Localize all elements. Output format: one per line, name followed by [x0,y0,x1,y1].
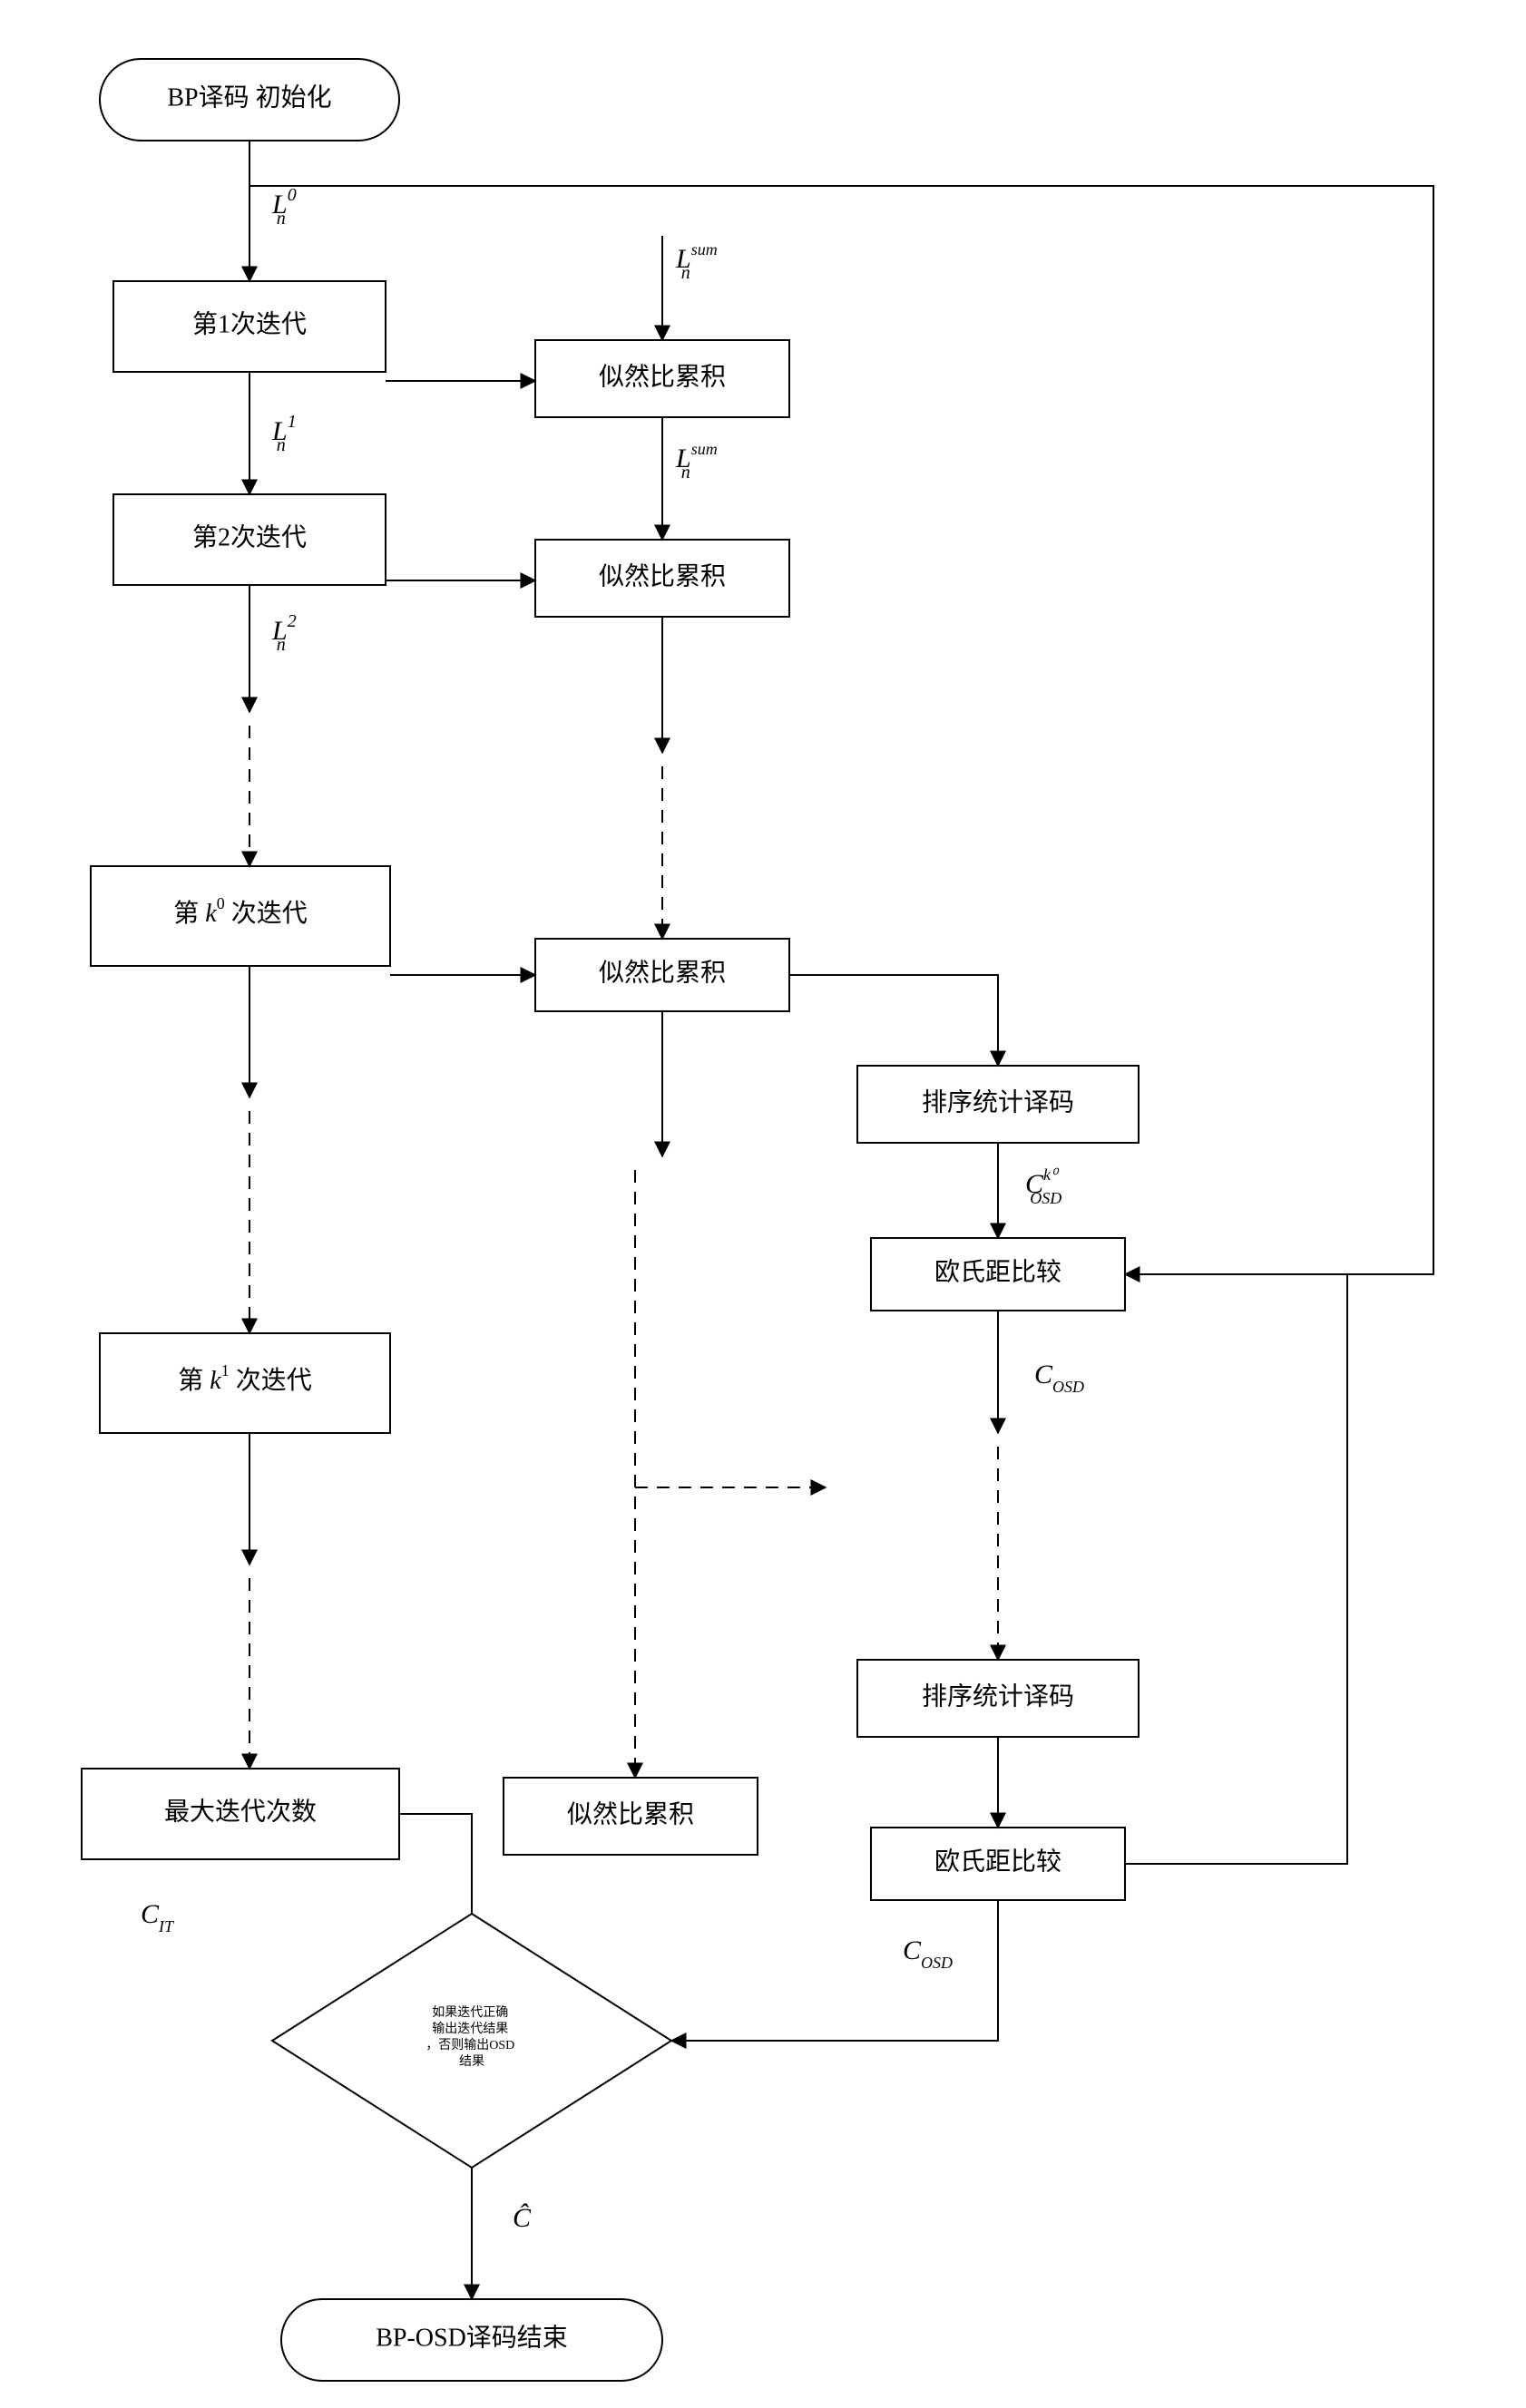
label-L1: L1n [271,412,297,455]
edge-cmp1-feedback [249,186,1433,1274]
edge-acc3-osd1 [789,975,998,1066]
node-acc1-label: 似然比累积 [599,362,726,391]
node-cmp2-label: 欧氏距比较 [934,1847,1061,1876]
node-acc3-label: 似然比累积 [599,958,726,987]
edge-cmp2-cmp1 [1125,1274,1347,1864]
node-cmp1-label: 欧氏距比较 [934,1257,1061,1286]
node-iter1-label: 第1次迭代 [192,309,307,338]
terminal-start-label: BP译码 初始化 [167,83,331,112]
flowchart-canvas: BP译码 初始化 第1次迭代 第2次迭代 第 k0 次迭代 第 k1 次迭代 最… [0,0,1526,2408]
node-iterk1-label: 第 k1 次迭代 [178,1361,311,1395]
node-osd1-label: 排序统计译码 [922,1087,1074,1116]
node-osd2-label: 排序统计译码 [922,1682,1074,1711]
node-acc4-label: 似然比累积 [567,1799,694,1828]
label-L0: L0n [271,185,297,229]
label-CIT: CIT [141,1899,175,1935]
node-iterk0-label: 第 k0 次迭代 [173,894,307,928]
node-max-label: 最大迭代次数 [164,1797,317,1826]
label-Lsum2: Lsumn [675,440,718,483]
node-iter2-label: 第2次迭代 [192,522,307,551]
label-Cosd2: COSD [903,1935,953,1972]
label-L2: L2n [271,611,297,655]
terminal-end-label: BP-OSD译码结束 [376,2323,568,2352]
node-acc2-label: 似然比累积 [599,561,726,590]
edge-max-decision [399,1814,472,1914]
label-Cosd1: COSD [1034,1360,1084,1396]
label-Chat: Ĉ [513,2203,532,2233]
label-Ck0: Ck⁰OSD [1025,1165,1061,1207]
label-Lsum1: Lsumn [675,240,718,283]
